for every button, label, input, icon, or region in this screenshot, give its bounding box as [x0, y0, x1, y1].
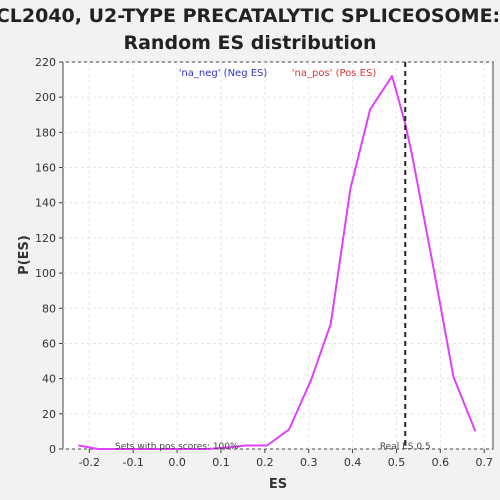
- y-axis-ticks: 0 20 40 60 80 100 120 140 160 180 200 220: [35, 56, 63, 456]
- y-tick-label: 60: [42, 337, 56, 350]
- x-tick-label: 0.6: [432, 456, 450, 469]
- y-tick-label: 200: [35, 91, 56, 104]
- pos-scores-annotation: Sets with pos scores: 100%: [115, 442, 239, 452]
- y-axis-label: P(ES): [17, 235, 32, 275]
- x-tick-label: 0.7: [475, 456, 493, 469]
- y-tick-label: 220: [35, 56, 56, 69]
- x-tick-label: 0.1: [212, 456, 230, 469]
- legend-neg-label: 'na_neg' (Neg ES): [179, 68, 268, 79]
- y-tick-label: 100: [35, 267, 56, 280]
- grid-lines: [63, 61, 493, 450]
- chart-title-line-1: CL2040, U2-TYPE PRECATALYTIC SPLICEOSOME…: [0, 5, 500, 27]
- y-tick-label: 180: [35, 126, 56, 139]
- x-tick-label: 0.5: [388, 456, 406, 469]
- chart-title-line-2: Random ES distribution: [123, 32, 376, 54]
- es-distribution-line: [78, 75, 477, 450]
- x-tick-label: 0.4: [344, 456, 362, 469]
- legend-pos-label: 'na_pos' (Pos ES): [292, 68, 377, 79]
- real-es-label: Real ES 0.5: [380, 442, 431, 452]
- y-tick-label: 0: [49, 443, 56, 456]
- y-tick-label: 40: [42, 373, 56, 386]
- y-tick-label: 80: [42, 302, 56, 315]
- x-tick-label: -0.1: [122, 456, 143, 469]
- y-tick-label: 20: [42, 408, 56, 421]
- x-tick-label: 0.3: [300, 456, 318, 469]
- x-tick-label: 0.2: [256, 456, 274, 469]
- y-tick-label: 120: [35, 232, 56, 245]
- x-tick-label: -0.2: [79, 456, 100, 469]
- series-group: [78, 75, 477, 450]
- x-axis-ticks: -0.2 -0.1 0.0 0.1 0.2 0.3 0.4 0.5 0.6 0.7: [79, 449, 493, 469]
- x-axis-label: ES: [269, 477, 287, 492]
- y-tick-label: 140: [35, 197, 56, 210]
- y-tick-label: 160: [35, 162, 56, 175]
- x-tick-label: 0.0: [168, 456, 186, 469]
- plot-area: [62, 61, 494, 450]
